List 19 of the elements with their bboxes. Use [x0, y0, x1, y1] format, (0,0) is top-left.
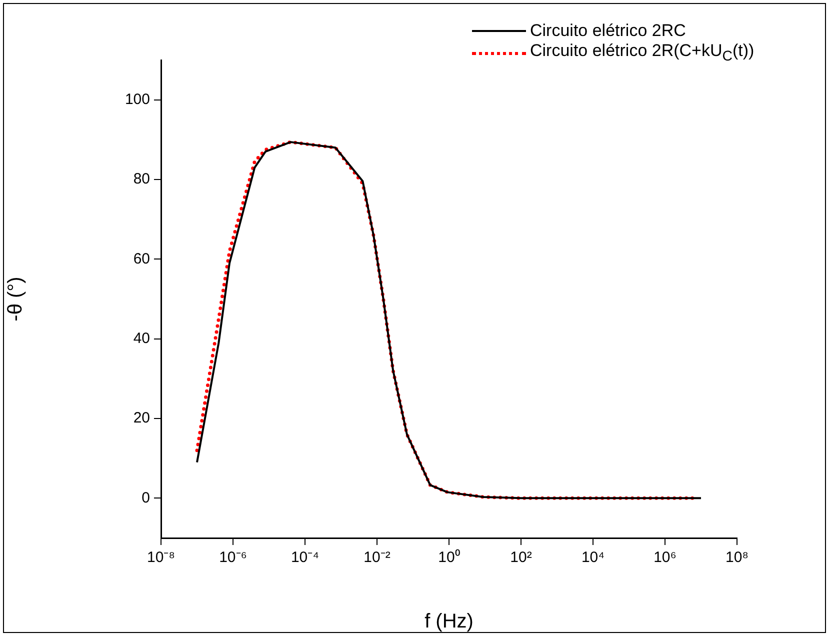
y-tick-label: 20 [133, 410, 150, 427]
y-tick-label: 60 [133, 250, 150, 268]
x-tick-label: 10⁻⁸ [146, 549, 176, 566]
x-tick-label: 10⁸ [725, 549, 749, 566]
y-tick-label: 100 [124, 90, 150, 108]
legend-label: Circuito elétrico 2RC [530, 21, 686, 41]
legend-label: Circuito elétrico 2R(C+kU$_{C}$(t)) [530, 41, 754, 65]
x-tick-label: 10² [510, 549, 532, 566]
y-tick-label: 0 [142, 489, 150, 506]
x-tick-label: 10⁻⁶ [219, 549, 247, 566]
y-tick-label: 40 [133, 330, 150, 347]
x-tick-label: 10⁻⁴ [290, 549, 320, 566]
x-tick-label: 10⁶ [654, 549, 676, 566]
x-tick-label: 10⁴ [581, 549, 605, 566]
y-axis-title: -θ (°) [4, 276, 27, 322]
x-axis-title: f (Hz) [424, 610, 474, 633]
x-tick-label: 10⁻² [364, 549, 390, 566]
x-tick-label: 10⁰ [438, 549, 460, 566]
y-tick-label: 80 [133, 170, 150, 188]
